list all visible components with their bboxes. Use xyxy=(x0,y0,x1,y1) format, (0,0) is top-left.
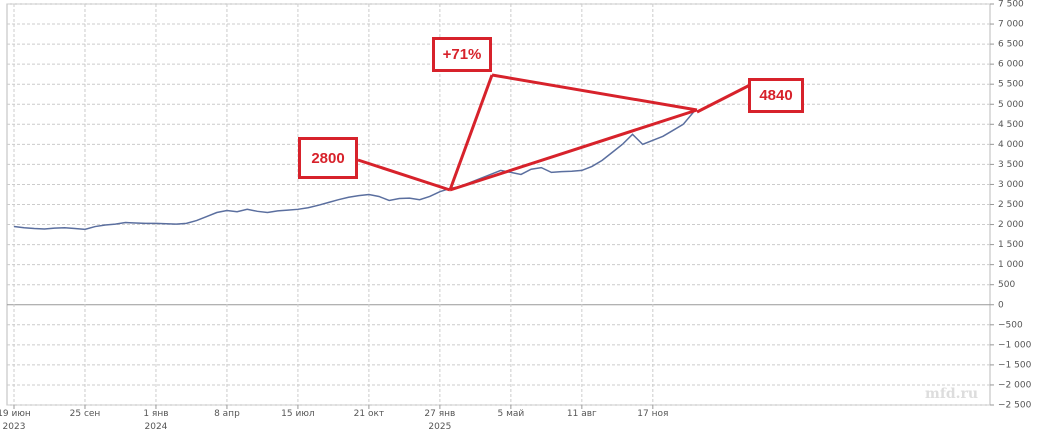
x-tick-label: 8 апр xyxy=(214,409,240,419)
x-tick-label: 19 июн 2023 xyxy=(0,409,31,432)
annotation: +71% xyxy=(432,37,492,72)
y-tick-label: 7 500 xyxy=(998,0,1024,10)
y-tick-label: 4 500 xyxy=(998,120,1024,130)
y-tick-label: 2 500 xyxy=(998,200,1024,210)
y-tick-label: −1 000 xyxy=(998,340,1032,350)
annotation-line xyxy=(449,108,698,192)
y-tick-label: 5 000 xyxy=(998,100,1024,110)
y-tick-label: −2 000 xyxy=(998,380,1032,390)
y-tick-label: 4 000 xyxy=(998,140,1024,150)
x-tick-label: 1 янв 2024 xyxy=(143,409,169,432)
y-tick-label: 6 500 xyxy=(998,40,1024,50)
price-line xyxy=(13,111,694,231)
watermark: mfd.ru xyxy=(925,386,979,402)
y-tick-label: −500 xyxy=(998,320,1023,330)
y-tick-label: 3 500 xyxy=(998,160,1024,170)
y-tick-label: 1 500 xyxy=(998,240,1024,250)
annotation-line xyxy=(357,158,451,192)
y-tick-label: 3 000 xyxy=(998,180,1024,190)
x-tick-label: 17 ноя xyxy=(637,409,669,419)
y-tick-label: 6 000 xyxy=(998,60,1024,70)
y-tick-label: −1 500 xyxy=(998,360,1032,370)
annotation-line xyxy=(491,73,698,112)
annotation-line xyxy=(448,74,494,191)
x-tick-label: 5 май xyxy=(497,409,525,419)
y-tick-label: −2 500 xyxy=(998,401,1032,411)
x-tick-label: 21 окт xyxy=(353,409,385,419)
y-tick-label: 500 xyxy=(998,280,1015,290)
y-tick-label: 5 500 xyxy=(998,80,1024,90)
annotation: 2800 xyxy=(298,137,358,179)
y-tick-label: 1 000 xyxy=(998,260,1024,270)
x-tick-label: 27 янв 2025 xyxy=(424,409,456,432)
annotation-line xyxy=(696,83,751,114)
y-tick-label: 2 000 xyxy=(998,220,1024,230)
x-tick-label: 15 июл xyxy=(281,409,315,419)
x-tick-label: 11 авг xyxy=(566,409,597,419)
x-tick-label: 25 сен xyxy=(69,409,101,419)
y-tick-label: 0 xyxy=(998,300,1004,310)
annotation: 4840 xyxy=(748,78,804,113)
y-tick-label: 7 000 xyxy=(998,20,1024,30)
